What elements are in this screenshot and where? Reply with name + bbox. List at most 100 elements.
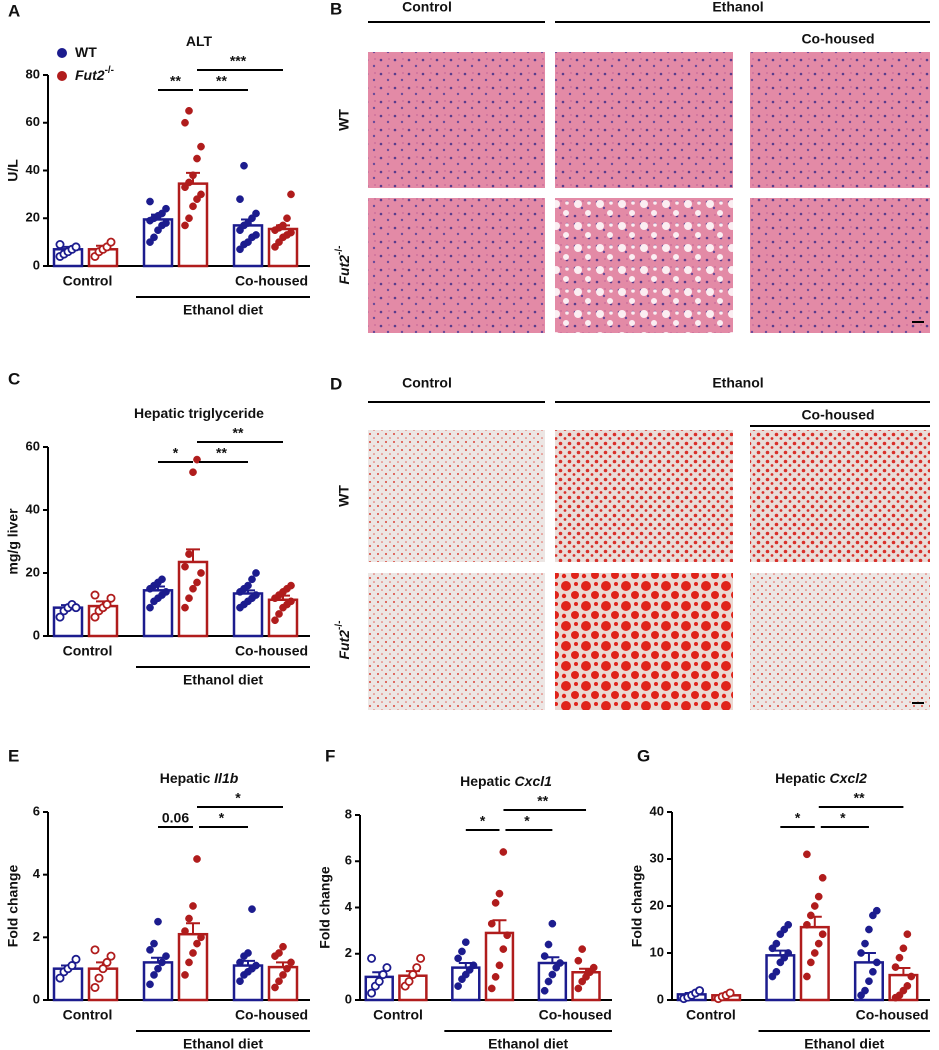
title-text: Hepatic [775, 770, 829, 786]
data-point [548, 919, 557, 928]
y-tick-label: 20 [26, 210, 40, 225]
bar [52, 967, 84, 1002]
data-point [574, 956, 583, 965]
data-point [248, 905, 256, 913]
data-point [236, 195, 244, 203]
data-point [189, 202, 197, 211]
data-point [899, 944, 908, 953]
data-point [67, 961, 77, 971]
data-point [193, 154, 201, 163]
error-bar [773, 949, 788, 956]
data-point [150, 939, 158, 948]
group-label: Ethanol diet [488, 1036, 568, 1050]
data-point [154, 917, 162, 926]
y-tick-label: 20 [26, 564, 40, 579]
bar [177, 932, 209, 1002]
significance-label: ** [537, 793, 548, 809]
row-label: Fut2-/- [334, 620, 352, 659]
group-label: Control [373, 1007, 423, 1023]
data-point [181, 118, 189, 127]
y-tick-label: 30 [650, 850, 664, 865]
data-point [287, 190, 295, 199]
row-sup: -/- [334, 620, 345, 629]
title-text: ALT [186, 33, 213, 49]
data-point [279, 942, 287, 951]
data-point [244, 949, 252, 957]
data-point [197, 933, 205, 942]
data-point [55, 240, 65, 250]
data-point [162, 204, 170, 213]
column-label: Ethanol [712, 0, 763, 15]
significance-label: ** [216, 445, 227, 461]
y-axis-label: U/L [5, 159, 21, 182]
micrograph [368, 573, 545, 710]
data-point [158, 575, 166, 584]
data-point [189, 468, 197, 477]
title-gene: Il1b [214, 770, 239, 786]
y-tick-label: 4 [33, 866, 41, 881]
data-point [252, 961, 260, 970]
data-point [772, 967, 781, 976]
column-label: Co-housed [801, 407, 874, 423]
data-point [895, 953, 904, 962]
legend-sup: -/- [105, 65, 114, 76]
y-tick-label: 0 [33, 257, 40, 272]
panel-letter: C [8, 369, 20, 388]
y-tick-label: 6 [345, 853, 352, 868]
data-point [382, 963, 392, 973]
micrograph [750, 573, 930, 710]
legend-marker [57, 48, 67, 58]
data-point [146, 603, 154, 612]
data-point [98, 964, 108, 974]
data-point [102, 600, 112, 610]
data-point [469, 961, 478, 970]
data-point [287, 581, 295, 590]
data-point [275, 949, 283, 957]
data-point [903, 982, 912, 990]
y-tick-label: 0 [33, 991, 40, 1006]
data-point [378, 970, 388, 980]
data-point [416, 953, 426, 963]
data-point [154, 964, 162, 973]
micrograph [750, 430, 930, 562]
data-point [271, 616, 279, 625]
data-point [861, 939, 869, 948]
data-point [90, 945, 100, 955]
group-label: Co-housed [856, 1007, 929, 1023]
data-point [244, 581, 252, 590]
legend-name: Fut2 [75, 67, 105, 83]
panel-letter: F [325, 746, 335, 765]
data-point [544, 977, 553, 986]
data-point [71, 242, 81, 252]
data-point [548, 970, 557, 979]
title-gene: Cxcl1 [515, 773, 553, 789]
panel-letter: D [330, 374, 342, 393]
data-point [544, 940, 553, 949]
data-point [150, 233, 158, 242]
data-point [240, 161, 248, 170]
panel-letter: A [8, 1, 20, 20]
y-axis-label: mg/g liver [5, 508, 21, 575]
data-point [872, 958, 881, 967]
micrograph [368, 198, 545, 333]
data-point [106, 593, 116, 603]
data-point [784, 949, 793, 957]
data-point [810, 949, 819, 957]
micrograph [750, 198, 930, 333]
data-point [90, 612, 100, 622]
column-label: Control [402, 0, 452, 15]
data-point [803, 920, 811, 929]
data-point [185, 106, 193, 115]
significance-label: ** [170, 73, 181, 89]
data-point [503, 931, 512, 940]
data-point [181, 562, 189, 571]
error-bar [186, 922, 200, 935]
data-point [55, 612, 65, 622]
data-point [283, 214, 291, 223]
legend-label: WT [75, 44, 97, 60]
significance-label: 0.06 [162, 810, 189, 826]
data-point [540, 986, 549, 995]
y-axis-label: Fold change [317, 866, 333, 949]
group-label: Ethanol diet [804, 1036, 884, 1050]
data-point [193, 455, 201, 464]
